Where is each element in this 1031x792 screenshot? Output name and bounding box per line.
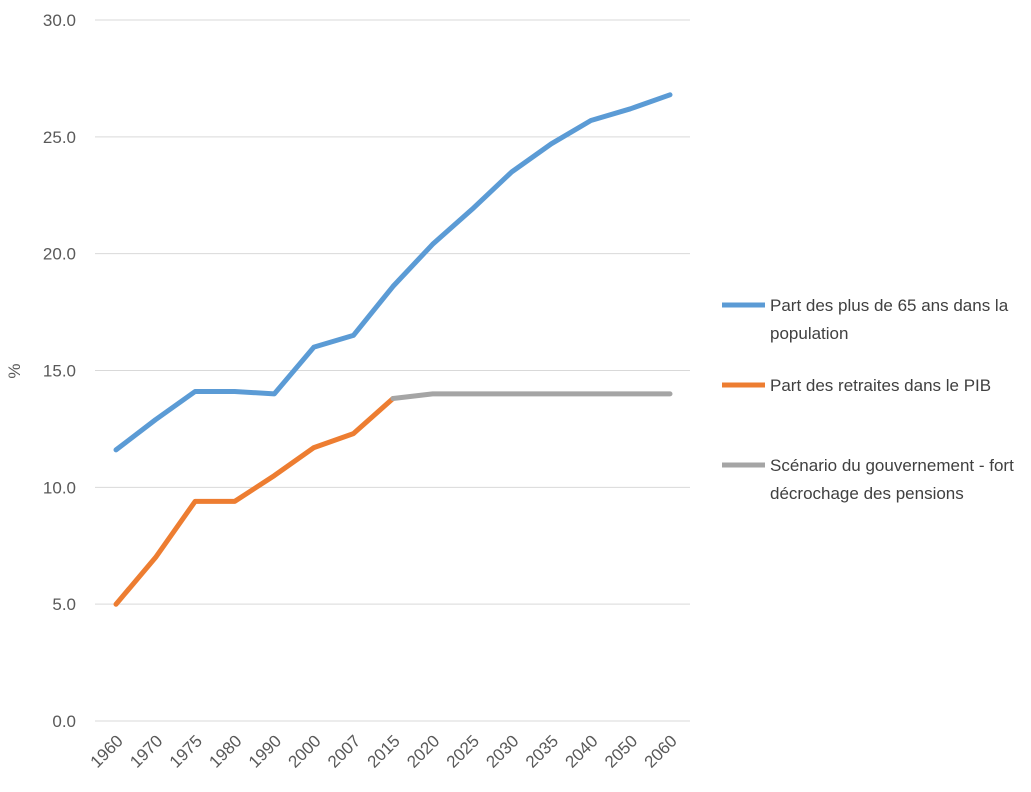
y-tick-label: 0.0 — [52, 712, 76, 731]
x-tick-label: 1980 — [205, 731, 245, 771]
x-tick-label: 2040 — [562, 731, 602, 771]
x-tick-label: 1970 — [126, 731, 166, 771]
x-tick-label: 2015 — [364, 731, 404, 771]
y-tick-label: 25.0 — [43, 128, 76, 147]
y-tick-label: 10.0 — [43, 478, 76, 497]
y-tick-label: 15.0 — [43, 362, 76, 381]
series-line-3 — [390, 391, 673, 401]
y-tick-label: 5.0 — [52, 595, 76, 614]
legend-label-3: Scénario du gouvernement - fort décrochag… — [770, 456, 1014, 503]
y-axis-tick-labels: 0.0 5.0 10.0 15.0 20.0 25.0 30.0 — [43, 11, 76, 731]
x-tick-label: 1990 — [245, 731, 285, 771]
x-tick-label: 2035 — [522, 731, 562, 771]
x-tick-label: 2007 — [324, 731, 364, 771]
legend-label-2: Part des retraites dans le PIB — [770, 376, 991, 395]
legend: Part des plus de 65 ans dans la populatio… — [722, 296, 1014, 503]
series-line-2 — [113, 396, 396, 607]
x-tick-label: 2000 — [285, 731, 325, 771]
grid-lines — [95, 19, 690, 722]
x-tick-label: 2025 — [443, 731, 483, 771]
y-tick-label: 30.0 — [43, 11, 76, 30]
x-tick-label: 2050 — [601, 731, 641, 771]
x-tick-label: 2020 — [403, 731, 443, 771]
x-tick-label: 1975 — [166, 731, 206, 771]
series-lines — [113, 92, 673, 607]
y-axis-title: % — [5, 363, 24, 378]
x-tick-label: 1960 — [87, 731, 127, 771]
y-tick-label: 20.0 — [43, 245, 76, 264]
legend-label-1: Part des plus de 65 ans dans la populatio… — [770, 296, 1009, 343]
x-tick-label: 2060 — [641, 731, 681, 771]
x-tick-label: 2030 — [482, 731, 522, 771]
x-axis-tick-labels: 1960 1970 1975 1980 1990 2000 2007 2015 2020 2025… — [87, 731, 681, 771]
